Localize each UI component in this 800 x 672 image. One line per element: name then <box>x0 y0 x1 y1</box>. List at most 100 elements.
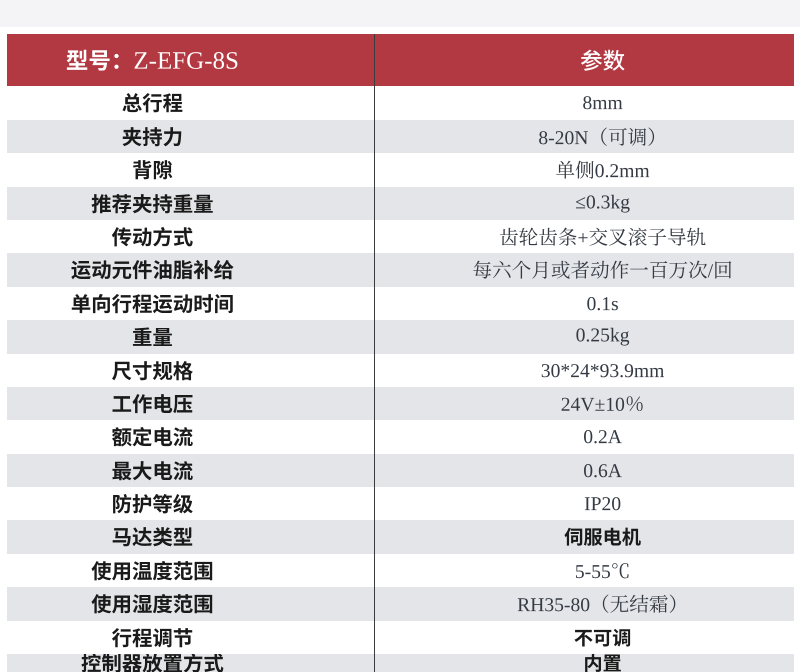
row-label-cell: 传动方式 <box>7 220 298 253</box>
row-value-cell: 伺服电机 <box>411 520 794 553</box>
row-value-cell: 0.25kg <box>411 320 794 353</box>
text-glyphs <box>473 260 732 280</box>
text-glyphs <box>538 127 654 146</box>
table-body: 总行程8mm夹持力8-20N（可调）背隙单侧0.2mm推荐夹持重量≤0.3kg传… <box>6 86 795 672</box>
text-glyphs <box>576 327 629 346</box>
text-glyphs <box>121 93 182 113</box>
table-row: 最大电流 0.6A <box>6 453 794 488</box>
text-glyphs <box>70 260 234 280</box>
row-label-cell: 尺寸规格 <box>7 354 298 387</box>
text-glyphs <box>111 226 193 247</box>
row-value-cell: 0.6A <box>411 454 794 487</box>
text-glyphs <box>580 49 625 71</box>
table-row: 尺寸规格 30*24*93.9mm <box>7 354 795 387</box>
header-params-cell: 参数 <box>411 34 794 86</box>
table-row: 背隙 单侧0.2mm <box>7 153 795 186</box>
row-label-cell: 控制器放置方式 <box>7 654 298 672</box>
text-glyphs <box>587 296 618 311</box>
text-glyphs <box>111 460 193 480</box>
row-value-cell: 24V±10％ <box>411 387 794 420</box>
row-value-cell: IP20 <box>411 487 794 520</box>
row-label-cell: 总行程 <box>7 86 298 119</box>
text-glyphs <box>132 160 172 180</box>
text-glyphs <box>582 96 623 110</box>
text-glyphs <box>111 360 193 380</box>
text-glyphs <box>111 627 192 647</box>
text-glyphs <box>91 193 213 213</box>
row-label-cell: 推荐夹持重量 <box>7 187 298 220</box>
table-row: 推荐夹持重量 ≤0.3kg <box>6 186 794 220</box>
row-label-cell: 使用温度范围 <box>7 554 298 587</box>
row-value-cell: 单侧0.2mm <box>411 153 794 186</box>
text-glyphs <box>90 594 212 614</box>
text-glyphs <box>574 628 630 647</box>
row-value-cell: ≤0.3kg <box>411 187 794 220</box>
text-glyphs <box>584 497 621 511</box>
row-value-cell: 0.2A <box>411 420 794 453</box>
page-top-strip <box>0 0 800 27</box>
row-label-cell: 单向行程运动时间 <box>7 287 298 320</box>
text-glyphs <box>66 49 237 71</box>
table-row: 额定电流 0.2A <box>7 420 795 453</box>
row-label-cell: 使用湿度范围 <box>7 587 298 620</box>
text-glyphs <box>584 654 621 672</box>
row-value-cell: 每六个月或者动作一百万次/回 <box>411 253 794 286</box>
row-label-cell: 运动元件油脂补给 <box>7 253 298 286</box>
text-glyphs <box>561 396 643 412</box>
row-value-cell: 8-20N（可调） <box>411 120 794 153</box>
text-glyphs <box>111 427 193 447</box>
column-divider-line <box>373 34 375 672</box>
row-value-cell: 30*24*93.9mm <box>411 354 794 387</box>
row-value-cell: RH35-80（无结霜） <box>411 587 794 620</box>
header-model-cell: 型号：Z-EFG-8S <box>7 34 298 86</box>
table-row: 防护等级 IP20 <box>7 487 795 520</box>
text-glyphs <box>122 126 181 147</box>
table-row: 控制器放置方式 内置 <box>6 654 794 672</box>
text-glyphs <box>112 394 192 414</box>
row-label-cell: 额定电流 <box>7 420 298 453</box>
row-label-cell: 工作电压 <box>7 387 298 420</box>
row-value-cell: 5-55℃ <box>411 554 794 587</box>
table-row: 运动元件油脂补给 每六个月或者动作一百万次/回 <box>6 253 794 287</box>
text-glyphs <box>583 430 622 444</box>
table-row: 夹持力 8-20N（可调） <box>6 119 794 154</box>
row-label-cell: 背隙 <box>7 153 298 186</box>
spec-table: 型号：Z-EFG-8S 参数 总行程 8mm 夹持力 8-20N（可调） 背隙 单侧0.2… <box>6 34 795 672</box>
text-glyphs <box>555 160 650 179</box>
text-glyphs <box>71 293 233 314</box>
text-glyphs <box>112 494 193 514</box>
row-label-cell: 行程调节 <box>7 621 298 654</box>
row-label-cell: 马达类型 <box>7 520 298 553</box>
table-row: 使用温度范围 5-55℃ <box>7 554 795 587</box>
table-row: 传动方式 齿轮齿条+交叉滚子导轨 <box>7 220 795 253</box>
row-value-cell: 8mm <box>411 86 794 119</box>
table-row: 使用湿度范围 RH35-80（无结霜） <box>6 587 794 621</box>
row-value-cell: 齿轮齿条+交叉滚子导轨 <box>411 220 794 253</box>
table-row: 马达类型 伺服电机 <box>6 520 794 554</box>
text-glyphs <box>132 327 172 347</box>
text-glyphs <box>517 594 676 614</box>
table-row: 行程调节 不可调 <box>7 621 795 654</box>
row-value-cell: 不可调 <box>411 621 794 654</box>
table-row: 总行程 8mm <box>7 86 795 119</box>
table-header-row: 型号：Z-EFG-8S 参数 <box>6 34 794 87</box>
text-glyphs <box>90 560 212 581</box>
text-glyphs <box>541 363 664 377</box>
row-label-cell: 防护等级 <box>7 487 298 520</box>
row-label-cell: 夹持力 <box>7 120 298 153</box>
text-glyphs <box>575 562 629 579</box>
text-glyphs <box>564 528 641 547</box>
row-label-cell: 重量 <box>7 320 298 353</box>
table-row: 单向行程运动时间 0.1s <box>7 287 795 320</box>
text-glyphs <box>499 227 706 246</box>
row-label-cell: 最大电流 <box>7 454 298 487</box>
text-glyphs <box>575 194 630 213</box>
row-value-cell: 0.1s <box>411 287 794 320</box>
text-glyphs <box>583 463 622 478</box>
text-glyphs <box>81 654 223 672</box>
table-row: 工作电压 24V±10％ <box>6 386 794 421</box>
text-glyphs <box>112 527 192 547</box>
row-value-cell: 内置 <box>411 654 794 672</box>
table-row: 重量 0.25kg <box>6 320 794 354</box>
